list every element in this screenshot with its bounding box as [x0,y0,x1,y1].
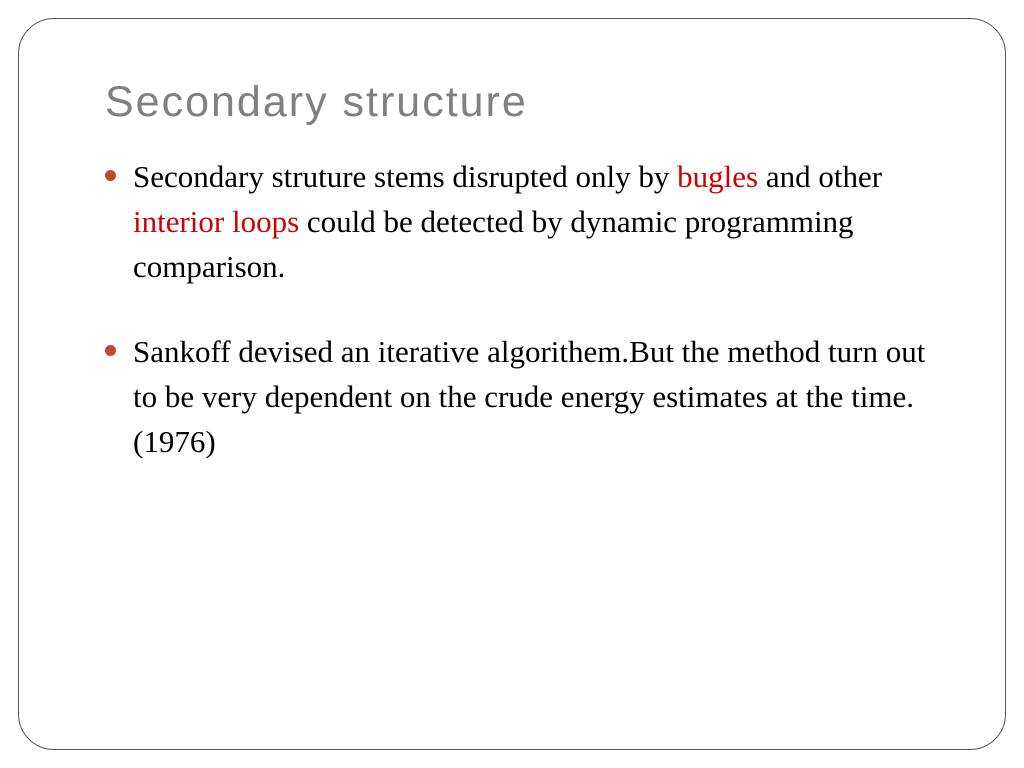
body-text: Sankoff devised an iterative algorithem.… [133,334,925,459]
highlighted-text: interior loops [133,204,299,239]
body-text: Secondary struture stems disrupted only … [133,159,677,194]
slide-content: Secondary structure Secondary struture s… [105,78,954,505]
slide-title: Secondary structure [105,78,954,127]
body-text: and other [758,159,882,194]
bullet-list: Secondary struture stems disrupted only … [105,155,954,465]
highlighted-text: bugles [677,159,758,194]
bullet-item: Secondary struture stems disrupted only … [133,155,954,290]
bullet-item: Sankoff devised an iterative algorithem.… [133,330,954,465]
